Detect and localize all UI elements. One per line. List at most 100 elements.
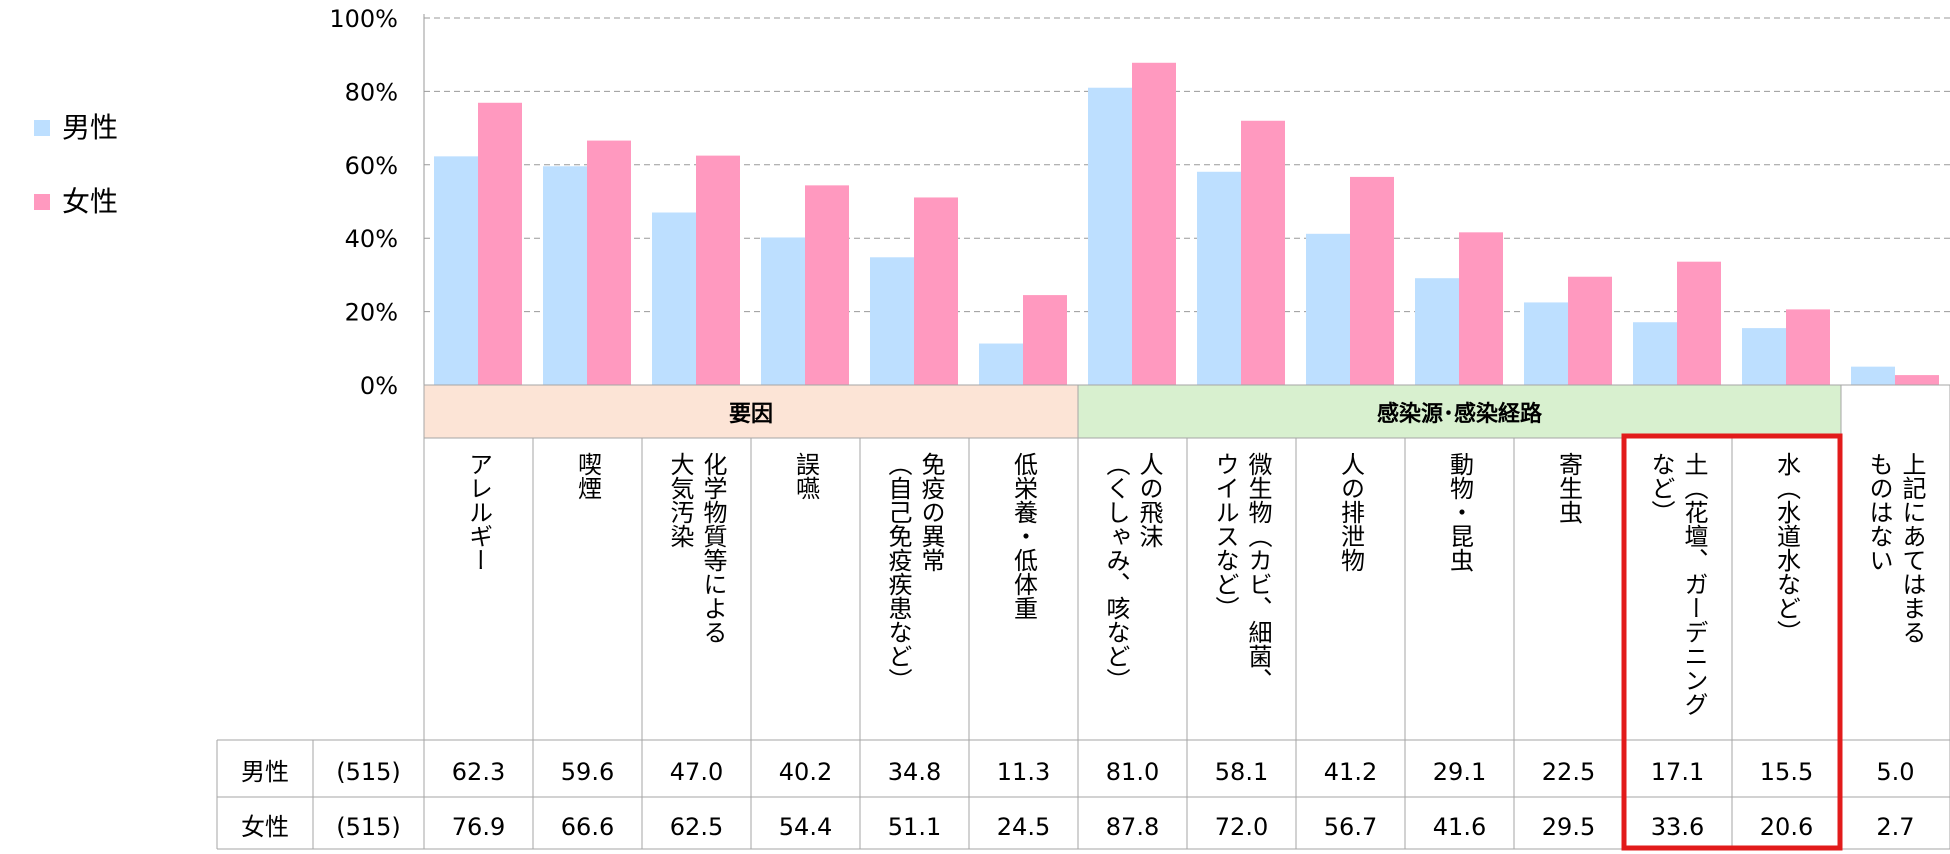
table-value: 24.5 bbox=[997, 813, 1050, 841]
bar-male bbox=[761, 237, 805, 385]
table-value: 87.8 bbox=[1106, 813, 1159, 841]
bar-male bbox=[979, 343, 1023, 385]
category-label: など） bbox=[1647, 452, 1675, 524]
table-value: 11.3 bbox=[997, 758, 1050, 786]
legend-item-male: 男性 bbox=[32, 110, 118, 184]
table-sample-size: (515) bbox=[336, 758, 401, 786]
table-value: 15.5 bbox=[1760, 758, 1813, 786]
category-label: 免疫の異常 bbox=[917, 452, 945, 572]
bar-male bbox=[1524, 302, 1568, 385]
bar-female bbox=[1677, 261, 1721, 385]
bar-male bbox=[1415, 278, 1459, 385]
category-label: （くしゃみ、咳など） bbox=[1102, 452, 1130, 692]
y-tick-label: 0% bbox=[360, 372, 398, 400]
group-label: 要因 bbox=[729, 402, 773, 427]
table-value: 72.0 bbox=[1215, 813, 1268, 841]
category-label: 化学物質等による bbox=[699, 452, 727, 644]
bar-female bbox=[587, 140, 631, 385]
group-band bbox=[423, 384, 1079, 439]
group-label: 感染源･感染経路 bbox=[1377, 401, 1543, 427]
table-value: 34.8 bbox=[888, 758, 941, 786]
table-value: 62.5 bbox=[670, 813, 723, 841]
table-value: 20.6 bbox=[1760, 813, 1813, 841]
bar-male bbox=[652, 212, 696, 385]
legend-swatch-female bbox=[34, 194, 50, 210]
table-value: 56.7 bbox=[1324, 813, 1377, 841]
bar-female bbox=[1568, 276, 1612, 385]
bar-female bbox=[1241, 120, 1285, 385]
table-value: 58.1 bbox=[1215, 758, 1268, 786]
bar-male bbox=[434, 156, 478, 385]
table-value: 29.5 bbox=[1542, 813, 1595, 841]
bar-female bbox=[478, 102, 522, 385]
table-value: 33.6 bbox=[1651, 813, 1704, 841]
category-label: 寄生虫 bbox=[1555, 452, 1583, 524]
bar-male bbox=[1088, 87, 1132, 385]
table-value: 17.1 bbox=[1651, 758, 1704, 786]
table-value: 22.5 bbox=[1542, 758, 1595, 786]
legend-label-male: 男性 bbox=[62, 111, 119, 144]
table-value: 41.2 bbox=[1324, 758, 1377, 786]
category-label: 大気汚染 bbox=[666, 452, 694, 548]
table-series-label: 男性 bbox=[241, 758, 289, 786]
bar-female bbox=[1459, 232, 1503, 385]
table-value: 81.0 bbox=[1106, 758, 1159, 786]
y-tick-label: 40% bbox=[345, 225, 398, 253]
bar-male bbox=[1306, 233, 1350, 385]
bar-male bbox=[870, 257, 914, 385]
category-label: 微生物（カビ、細菌、 bbox=[1244, 452, 1272, 692]
legend-swatch-male bbox=[34, 120, 50, 136]
category-groups: 要因 感染源･感染経路 bbox=[423, 384, 1842, 439]
bar-female bbox=[1132, 62, 1176, 386]
category-label: 動物・昆虫 bbox=[1446, 452, 1474, 572]
legend-label-female: 女性 bbox=[62, 185, 119, 218]
table-value: 5.0 bbox=[1876, 758, 1914, 786]
bar-female bbox=[1895, 375, 1939, 385]
highlight-rect bbox=[1621, 433, 1843, 851]
bar-male bbox=[1633, 322, 1677, 385]
category-label: ウイルスなど） bbox=[1211, 452, 1239, 620]
table-value: 2.7 bbox=[1876, 813, 1914, 841]
category-label: 人の排泄物 bbox=[1337, 452, 1365, 572]
table-value: 40.2 bbox=[779, 758, 832, 786]
bar-male bbox=[1742, 328, 1786, 385]
bar-female bbox=[1786, 309, 1830, 385]
bar-female bbox=[805, 185, 849, 385]
bar-male bbox=[543, 166, 587, 385]
legend: 男性 女性 bbox=[32, 110, 118, 258]
bar-female bbox=[696, 155, 740, 385]
y-tick-label: 100% bbox=[329, 5, 398, 33]
table-value: 62.3 bbox=[452, 758, 505, 786]
table-series-label: 女性 bbox=[241, 813, 289, 841]
bar-female bbox=[1350, 176, 1394, 385]
bar-female bbox=[1023, 295, 1067, 385]
category-label: 土（花壇、ガーデニング bbox=[1680, 452, 1708, 716]
category-label: 人の飛沫 bbox=[1135, 452, 1163, 548]
category-label: 誤嚥 bbox=[792, 452, 820, 500]
table-value: 59.6 bbox=[561, 758, 614, 786]
category-label: ものはない bbox=[1865, 452, 1893, 572]
bar-male bbox=[1851, 366, 1895, 385]
bars bbox=[434, 62, 1939, 386]
category-label: 喫煙 bbox=[574, 452, 602, 500]
y-tick-label: 60% bbox=[345, 152, 398, 180]
table-value: 41.6 bbox=[1433, 813, 1486, 841]
y-tick-label: 20% bbox=[345, 299, 398, 327]
y-axis: 0% 20% 40% 60% 80% 100% bbox=[329, 5, 425, 400]
highlight-box bbox=[1621, 433, 1843, 851]
y-tick-label: 80% bbox=[345, 78, 398, 106]
category-label: 上記にあてはまる bbox=[1898, 452, 1926, 644]
table-value: 47.0 bbox=[670, 758, 723, 786]
table-value: 66.6 bbox=[561, 813, 614, 841]
bar-female bbox=[914, 197, 958, 385]
category-label: （自己免疫疾患など） bbox=[884, 452, 912, 692]
table-value: 51.1 bbox=[888, 813, 941, 841]
legend-item-female: 女性 bbox=[32, 184, 118, 258]
bar-male bbox=[1197, 171, 1241, 385]
data-table: 男性 (515) 62.3 59.6 47.0 40.2 34.8 11.3 81.0 58.1 4… bbox=[216, 384, 1950, 850]
table-value: 29.1 bbox=[1433, 758, 1486, 786]
category-label: アレルギー bbox=[465, 452, 493, 572]
table-value: 54.4 bbox=[779, 813, 832, 841]
